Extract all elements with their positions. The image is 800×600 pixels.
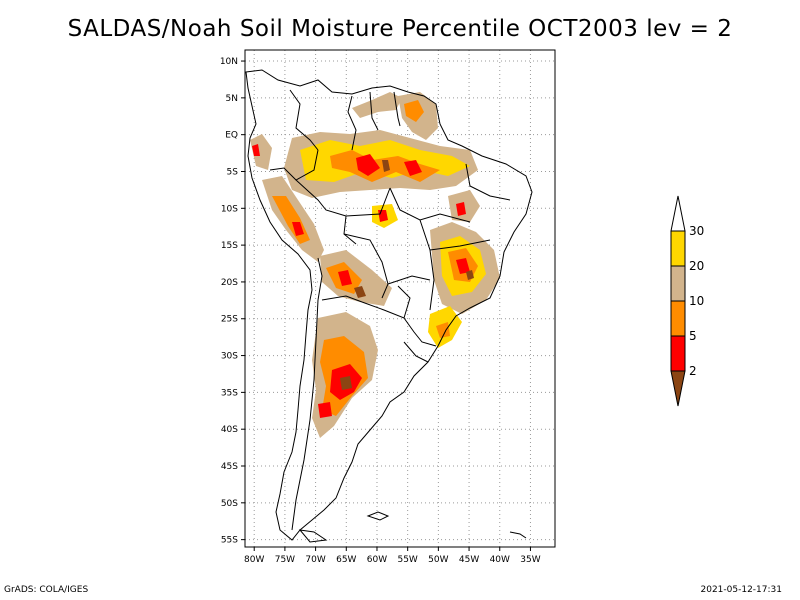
lat-tick-label: 20S	[221, 278, 238, 288]
lat-tick-label: 50S	[221, 499, 238, 509]
border-peru-brazil	[295, 179, 357, 245]
lat-tick-label: EQ	[225, 131, 238, 141]
legend-colorbar: 2 5 10 20 30	[670, 195, 704, 407]
shading-ecuador-red	[252, 144, 260, 156]
percentile-shading	[250, 92, 500, 438]
shading-amazon-red-2	[404, 160, 422, 176]
footer-credit: GrADS: COLA/IGES	[4, 585, 89, 595]
border-bolivia-brazil	[343, 233, 389, 299]
shading-amapa-orange	[404, 100, 424, 122]
map-frame	[244, 49, 556, 548]
lon-tick-label: 70W	[305, 555, 325, 565]
lat-tick-label: 25S	[221, 315, 238, 325]
lon-tick-label: 60W	[367, 555, 387, 565]
shading-amazon-red	[356, 154, 380, 176]
shading-argentina-brown	[340, 376, 352, 390]
tierra-del-fuego	[298, 529, 328, 543]
lat-tick-label: 15S	[221, 241, 238, 251]
legend-band-lt2	[670, 370, 686, 407]
shading-peru-red	[292, 222, 304, 236]
lon-tick-label: 55W	[397, 555, 417, 565]
legend-band-2-5	[670, 335, 686, 372]
coastline-and-borders	[245, 69, 533, 543]
border-colombia-venezuela	[289, 89, 319, 151]
border-brazil-states-6	[387, 275, 431, 285]
legend-band-gt30	[670, 195, 686, 232]
shading-guianas	[352, 92, 402, 118]
lon-tick-label: 35W	[520, 555, 540, 565]
border-french-guiana	[393, 91, 401, 127]
map-title: SALDAS/Noah Soil Moisture Percentile OCT…	[67, 16, 733, 42]
shading-east-brazil-red	[456, 258, 470, 274]
shading-amazon-brown	[382, 160, 390, 172]
border-brazil-states-4	[429, 239, 491, 251]
border-bolivia-argentina	[321, 295, 363, 303]
border-guyana	[347, 95, 357, 151]
lon-tick-label: 50W	[428, 555, 448, 565]
legend-label: 5	[689, 329, 697, 343]
falkland-islands	[366, 511, 390, 521]
lon-tick-label: 65W	[336, 555, 356, 565]
lon-tick-label: 80W	[244, 555, 264, 565]
legend-band-5-10	[670, 300, 686, 337]
lat-tick-label: 30S	[221, 352, 238, 362]
map-frame-background	[245, 50, 555, 547]
shading-northeast-red	[456, 202, 466, 216]
lat-tick-label: 55S	[221, 536, 238, 546]
lon-tick-label: 40W	[490, 555, 510, 565]
lon-tick-label: 75W	[275, 555, 295, 565]
lon-tick-label: 45W	[459, 555, 479, 565]
legend-label: 30	[689, 224, 704, 238]
border-suriname	[369, 91, 379, 131]
footer-timestamp: 2021-05-12-17:31	[700, 585, 783, 595]
lat-tick-label: 5S	[227, 167, 239, 177]
latitude-axis: 10N 5N EQ 5S 10S 15S 20S 25S 30S 35S 40S 45S 50S 55S	[220, 57, 245, 546]
longitude-axis: 80W 75W 70W 65W 60W 55W 50W 45W 40W 35W	[244, 547, 541, 565]
shading-argentina-red-2	[318, 402, 332, 418]
border-uruguay	[403, 341, 429, 363]
south-georgia	[509, 531, 527, 539]
lat-tick-label: 45S	[221, 462, 238, 472]
shading-bolivia-brown	[354, 286, 366, 298]
border-brazil-states-2	[419, 219, 435, 311]
lat-tick-label: 5N	[226, 94, 238, 104]
lat-tick-label: 10S	[221, 204, 238, 214]
lat-tick-label: 10N	[220, 57, 238, 67]
border-brazil-states-5	[465, 163, 511, 201]
legend-label: 2	[689, 364, 697, 378]
legend-label: 20	[689, 259, 704, 273]
continent-outline	[245, 69, 533, 541]
legend-label: 10	[689, 294, 704, 308]
lat-tick-label: 40S	[221, 425, 238, 435]
shading-bolivia-red	[338, 270, 352, 286]
border-argentina-brazil	[403, 317, 437, 347]
shading-east-brazil-brown	[466, 270, 474, 280]
legend-band-10-20	[670, 265, 686, 302]
lat-tick-label: 35S	[221, 388, 238, 398]
legend-band-20-30	[670, 230, 686, 267]
shading-south-brazil-orange	[436, 322, 450, 338]
border-peru-chile	[317, 257, 323, 301]
shading-ecuador	[250, 134, 272, 170]
border-brazil-states-3	[345, 187, 391, 217]
border-chile-argentina	[291, 299, 319, 531]
